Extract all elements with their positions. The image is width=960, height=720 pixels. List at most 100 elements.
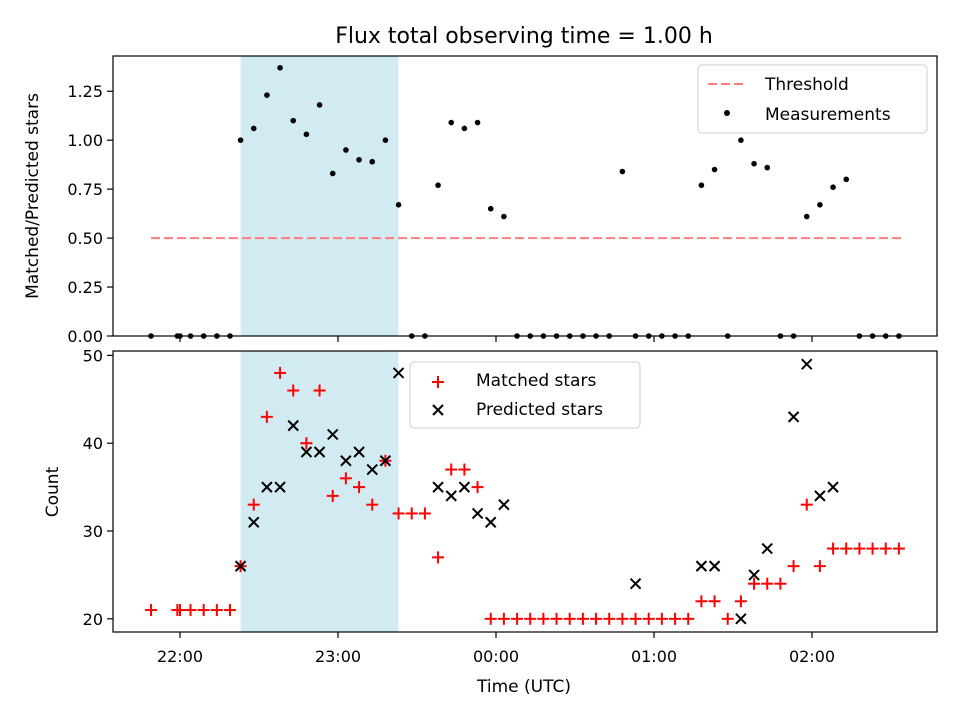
predicted-star-point xyxy=(471,507,484,520)
predicted-star-point xyxy=(708,560,721,572)
matched-star-point xyxy=(247,498,260,511)
measurement-point xyxy=(830,184,836,190)
matched-star-point xyxy=(563,612,576,625)
measurement-point xyxy=(250,125,257,132)
matched-star-point xyxy=(471,481,484,494)
matched-star-point xyxy=(629,612,642,625)
predicted-star-point xyxy=(300,446,313,458)
top-axes-frame xyxy=(112,55,938,337)
predicted-star-point xyxy=(353,446,365,458)
matched-star-point xyxy=(260,410,273,423)
measurement-point xyxy=(435,182,441,189)
predicted-star-point xyxy=(234,560,247,572)
matched-star-point xyxy=(274,366,287,379)
measurement-point xyxy=(803,213,810,220)
measurement-point xyxy=(843,176,850,183)
measurement-point xyxy=(619,168,626,175)
x-axis-label: Time (UTC) xyxy=(476,677,571,697)
matched-star-point xyxy=(174,604,186,617)
matched-star-point xyxy=(748,577,761,590)
measurement-point xyxy=(448,119,455,126)
legend-predicted-swatch xyxy=(432,404,444,416)
matched-star-point xyxy=(326,489,339,502)
measurement-point xyxy=(751,160,757,167)
matched-star-point xyxy=(813,560,826,573)
x-tick-label: 23:00 xyxy=(315,647,361,666)
predicted-star-point xyxy=(392,367,405,379)
matched-star-point xyxy=(734,595,747,608)
top-legend: Threshold Measurements xyxy=(697,64,928,134)
predicted-star-point xyxy=(261,481,273,493)
measurement-point xyxy=(817,202,823,208)
predicted-star-point xyxy=(814,490,826,502)
matched-star-point xyxy=(339,472,352,485)
matched-star-point xyxy=(892,542,905,555)
matched-star-point xyxy=(210,604,223,617)
measurement-point xyxy=(395,202,402,208)
top-legend-box xyxy=(697,64,928,134)
bottom-axes-frame xyxy=(112,350,938,633)
predicted-star-point xyxy=(787,411,800,423)
matched-star-point xyxy=(445,463,458,476)
top-y-tick-label: 1.00 xyxy=(67,131,103,150)
legend-threshold-label: Threshold xyxy=(764,75,849,95)
measurement-point xyxy=(369,158,376,165)
matched-star-point xyxy=(224,604,237,617)
measurement-point xyxy=(764,164,771,171)
matched-star-point xyxy=(866,542,879,555)
predicted-star-point xyxy=(761,542,773,555)
bottom-legend-box xyxy=(409,361,641,429)
matched-star-point xyxy=(695,595,708,608)
matched-star-point xyxy=(313,384,326,397)
legend-predicted-label: Predicted stars xyxy=(476,400,603,420)
top-y-tick-label: 0.50 xyxy=(67,229,103,248)
matched-star-point xyxy=(300,437,313,450)
bottom-x-ticks: 22:00 23:00 00:00 01:00 02:00 xyxy=(157,632,835,666)
matched-star-point xyxy=(708,595,721,608)
predicted-star-point xyxy=(274,481,286,493)
predicted-star-point xyxy=(313,446,326,458)
x-tick-label: 22:00 xyxy=(157,647,203,666)
measurement-point xyxy=(487,205,494,212)
predicted-star-point xyxy=(248,516,260,528)
measurement-point xyxy=(461,125,468,132)
legend-measurements-swatch xyxy=(724,110,730,116)
predicted-star-point xyxy=(287,419,299,432)
predicted-stars-points xyxy=(234,358,839,625)
top-y-tick-label: 1.25 xyxy=(67,82,103,101)
bottom-y-tick-label: 40 xyxy=(83,434,103,453)
matched-star-point xyxy=(787,560,800,573)
bottom-y-label: Count xyxy=(43,466,63,517)
measurement-point xyxy=(474,119,481,126)
matched-star-point xyxy=(497,612,510,625)
top-y-tick-label: 0.25 xyxy=(67,278,103,297)
matched-star-point xyxy=(197,604,210,617)
matched-star-point xyxy=(721,612,734,625)
predicted-star-point xyxy=(327,428,339,441)
matched-star-point xyxy=(853,542,866,555)
predicted-star-point xyxy=(748,569,760,581)
predicted-star-point xyxy=(827,481,839,493)
predicted-star-point xyxy=(458,481,471,493)
predicted-star-point xyxy=(340,455,352,467)
matched-star-point xyxy=(287,384,300,397)
measurement-point xyxy=(290,117,297,124)
matched-star-point xyxy=(432,551,445,564)
matched-star-point xyxy=(418,507,431,520)
matched-star-point xyxy=(392,507,405,520)
bottom-y-tick-label: 30 xyxy=(83,522,103,541)
bottom-y-ticks: 20 30 40 50 xyxy=(83,346,113,629)
top-y-tick-label: 0.00 xyxy=(67,327,103,346)
matched-star-point xyxy=(405,507,418,520)
measurement-point xyxy=(382,137,389,143)
matched-star-point xyxy=(590,612,603,625)
legend-matched-label: Matched stars xyxy=(476,371,596,391)
matched-star-point xyxy=(669,612,682,625)
measurement-point xyxy=(698,182,705,189)
matched-stars-points xyxy=(145,366,905,625)
measurement-point xyxy=(277,64,283,71)
legend-measurements-label: Measurements xyxy=(765,105,891,125)
measurement-point xyxy=(356,156,362,163)
matched-star-point xyxy=(184,604,197,617)
